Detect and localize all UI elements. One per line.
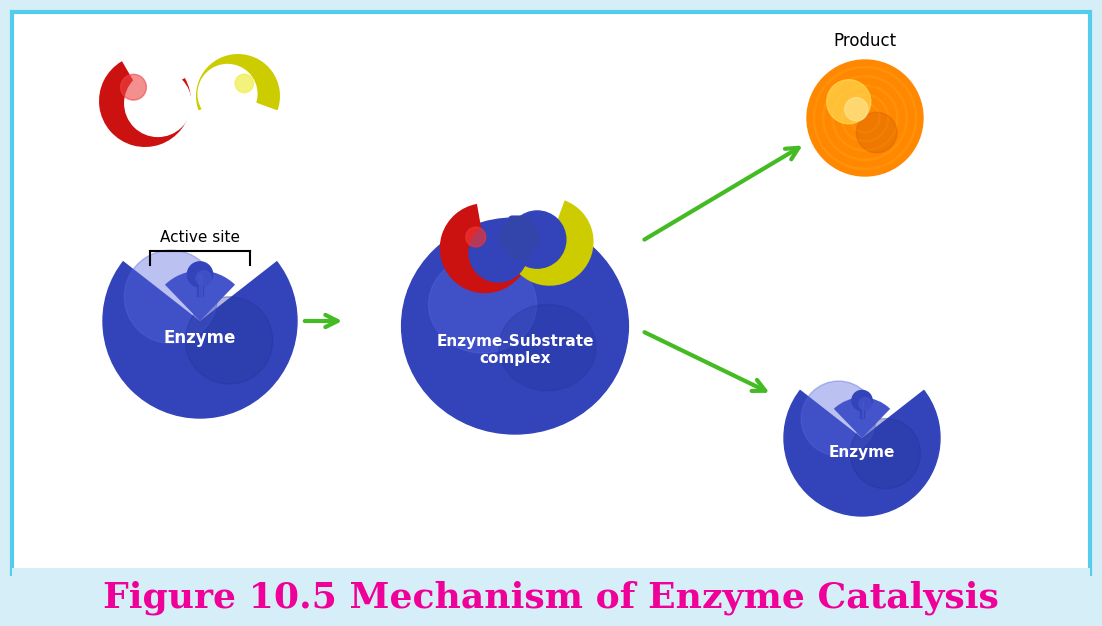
Circle shape (852, 391, 872, 411)
Wedge shape (499, 217, 539, 257)
Bar (862, 401, 863, 418)
Text: Product: Product (833, 32, 897, 50)
Circle shape (469, 223, 528, 282)
Circle shape (187, 262, 213, 287)
Circle shape (235, 74, 253, 93)
Text: Enzyme: Enzyme (164, 329, 236, 347)
Wedge shape (196, 54, 280, 110)
Circle shape (509, 211, 565, 268)
Bar (197, 274, 203, 295)
Circle shape (125, 70, 191, 136)
Circle shape (807, 60, 923, 176)
Text: Enzyme: Enzyme (829, 444, 895, 459)
Bar (199, 274, 202, 295)
Ellipse shape (429, 256, 537, 353)
Ellipse shape (499, 304, 596, 391)
Circle shape (826, 80, 871, 124)
FancyBboxPatch shape (12, 12, 1090, 574)
Wedge shape (508, 200, 594, 285)
Wedge shape (798, 356, 927, 438)
Circle shape (466, 227, 486, 247)
Circle shape (784, 360, 940, 516)
Wedge shape (120, 219, 280, 321)
Circle shape (196, 270, 212, 286)
Circle shape (125, 250, 217, 343)
Circle shape (856, 112, 897, 153)
Wedge shape (99, 61, 191, 147)
Wedge shape (834, 398, 890, 438)
Circle shape (858, 398, 871, 409)
Bar (860, 401, 864, 418)
Text: Enzyme-Substrate
complex: Enzyme-Substrate complex (436, 334, 594, 366)
Ellipse shape (401, 218, 628, 434)
Circle shape (102, 224, 298, 418)
Text: Figure 10.5 Mechanism of Enzyme Catalysis: Figure 10.5 Mechanism of Enzyme Catalysi… (104, 581, 998, 615)
Circle shape (845, 98, 868, 121)
Circle shape (185, 297, 273, 384)
FancyBboxPatch shape (508, 215, 530, 259)
FancyBboxPatch shape (12, 568, 1090, 626)
Circle shape (801, 381, 876, 456)
Circle shape (120, 74, 147, 100)
Wedge shape (165, 270, 235, 321)
Circle shape (198, 64, 257, 123)
Text: Active site: Active site (160, 230, 240, 245)
Circle shape (851, 419, 920, 489)
Wedge shape (440, 204, 529, 293)
